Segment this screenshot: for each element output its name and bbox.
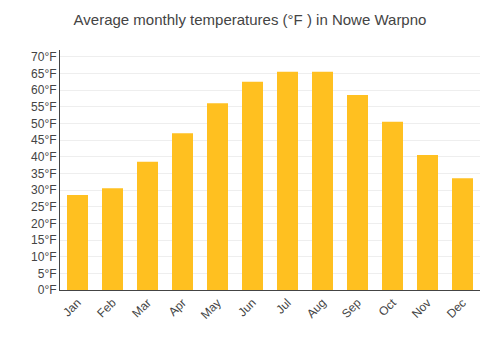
- svg-text:0°F: 0°F: [38, 283, 57, 297]
- svg-text:Apr: Apr: [166, 296, 189, 319]
- svg-text:Jul: Jul: [273, 296, 294, 317]
- svg-text:Aug: Aug: [304, 296, 329, 321]
- svg-text:30°F: 30°F: [31, 183, 56, 197]
- svg-text:40°F: 40°F: [31, 150, 56, 164]
- svg-text:Feb: Feb: [94, 296, 119, 321]
- svg-text:35°F: 35°F: [31, 167, 56, 181]
- svg-text:Mar: Mar: [129, 296, 154, 321]
- svg-text:10°F: 10°F: [31, 250, 56, 264]
- svg-text:15°F: 15°F: [31, 233, 56, 247]
- svg-text:5°F: 5°F: [38, 267, 57, 281]
- svg-text:55°F: 55°F: [31, 100, 56, 114]
- svg-text:Jan: Jan: [60, 296, 84, 320]
- svg-text:60°F: 60°F: [31, 83, 56, 97]
- svg-text:45°F: 45°F: [31, 133, 56, 147]
- svg-text:Dec: Dec: [444, 296, 469, 321]
- svg-text:25°F: 25°F: [31, 200, 56, 214]
- svg-text:May: May: [198, 296, 224, 322]
- svg-text:Nov: Nov: [409, 296, 434, 321]
- svg-text:50°F: 50°F: [31, 117, 56, 131]
- svg-text:20°F: 20°F: [31, 217, 56, 231]
- svg-text:Oct: Oct: [376, 295, 400, 319]
- svg-text:Jun: Jun: [235, 296, 259, 320]
- svg-text:70°F: 70°F: [31, 50, 56, 64]
- svg-text:Average monthly temperatures (: Average monthly temperatures (°F ) in No…: [74, 11, 427, 28]
- svg-text:Sep: Sep: [339, 296, 364, 321]
- svg-text:65°F: 65°F: [31, 67, 56, 81]
